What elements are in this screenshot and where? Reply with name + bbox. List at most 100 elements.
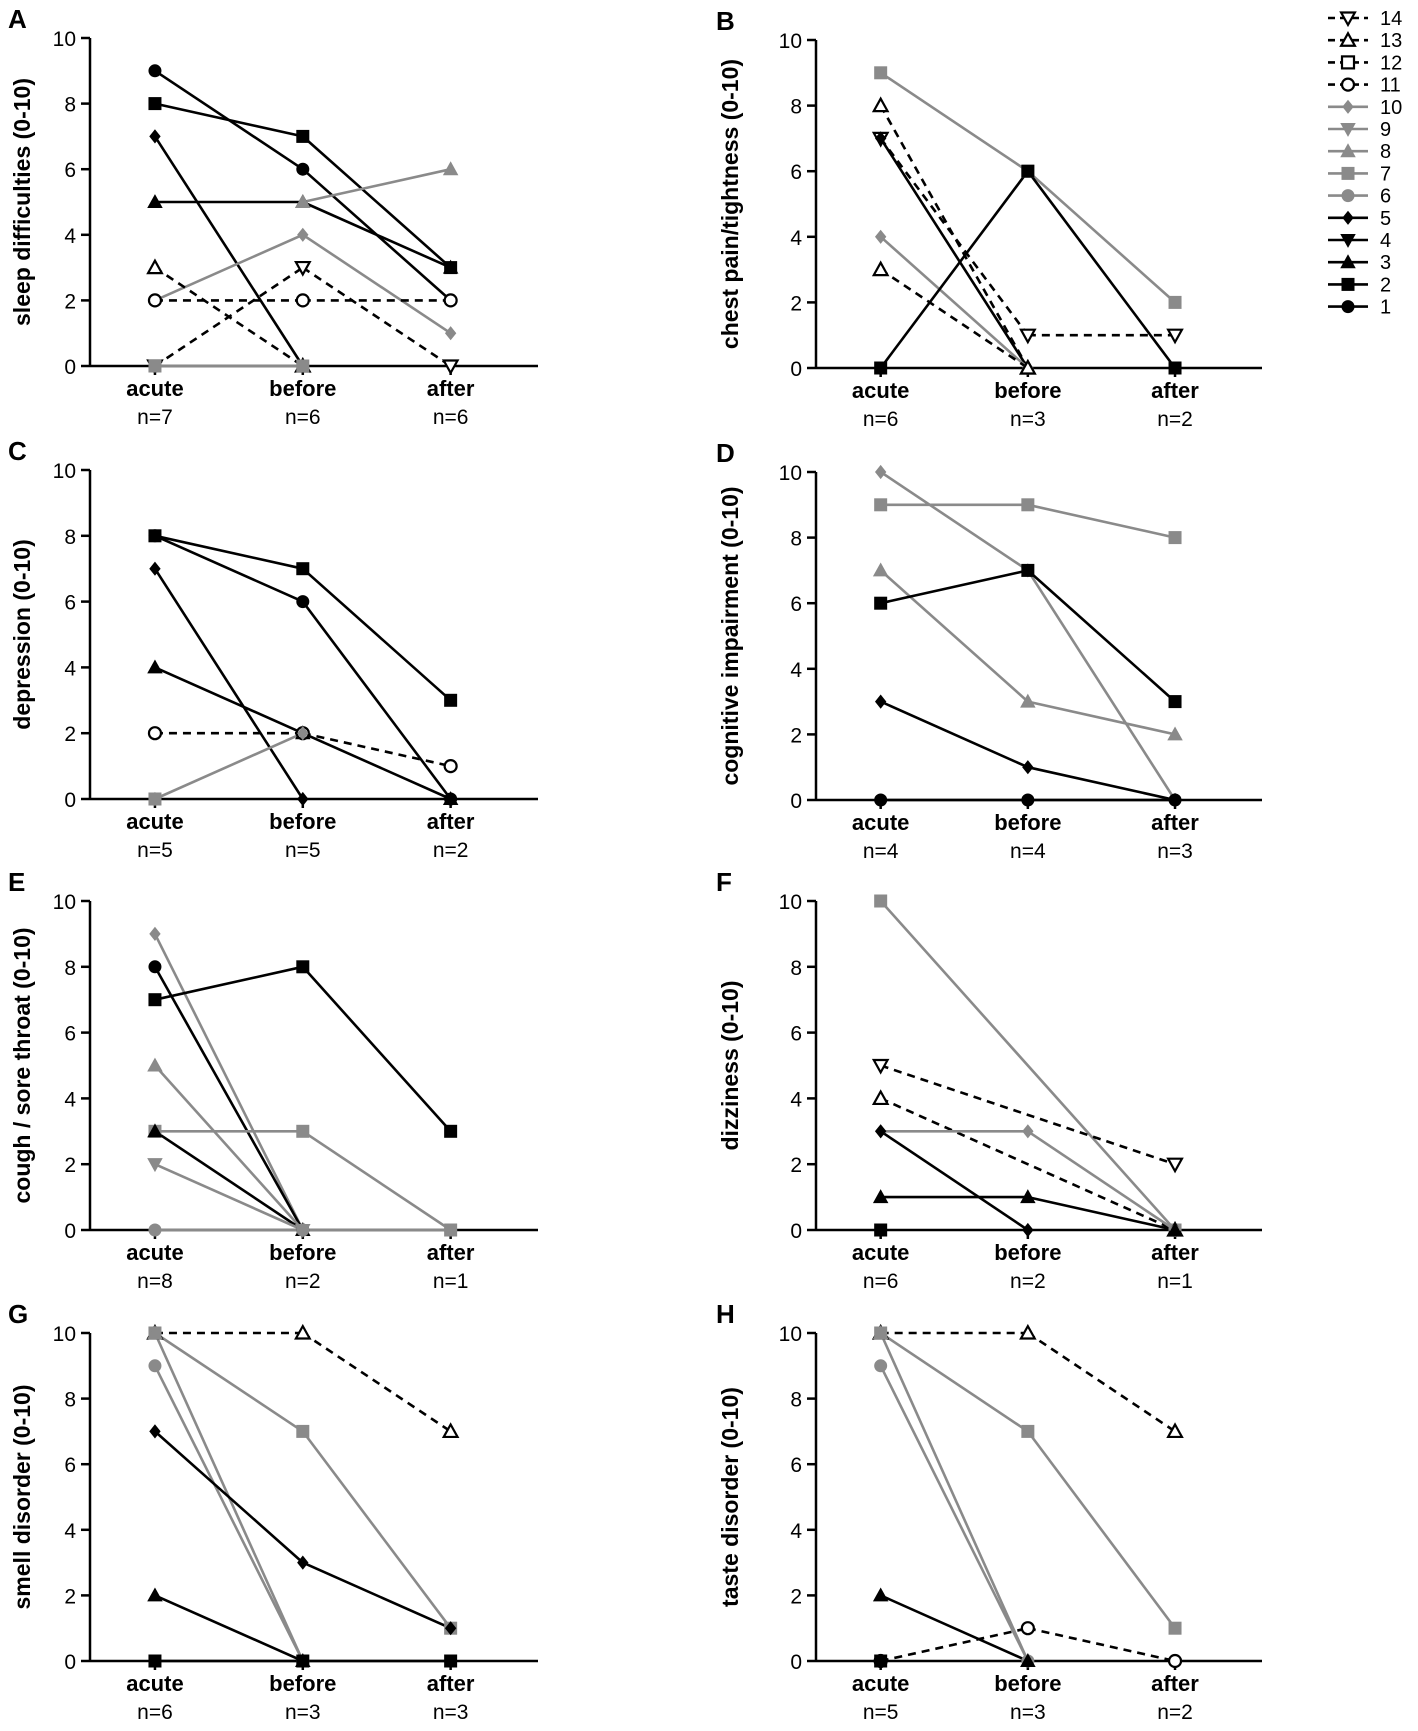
panel-e: E 0 2 4 6 8 10 cough / sore throat (0-10) acute n… (8, 867, 538, 1293)
legend-label: 12 (1380, 52, 1402, 74)
series-line-2 (154, 102, 304, 138)
y-axis-label: dizziness (0-10) (717, 981, 743, 1151)
data-point-marker (1339, 11, 1357, 28)
y-axis-label: cough / sore throat (0-10) (9, 927, 35, 1203)
n-label: n=6 (285, 406, 321, 429)
n-label: n=6 (137, 1701, 173, 1724)
data-point-marker (149, 561, 161, 576)
panel-letter: D (716, 438, 735, 468)
data-point-marker (1020, 1189, 1036, 1204)
panel-d: D 0 2 4 6 8 10 cognitive impairment (0-10) acute… (716, 438, 1262, 863)
legend-label: 5 (1380, 208, 1391, 230)
n-label: n=6 (863, 1270, 899, 1293)
series-line-10 (1027, 1130, 1176, 1232)
data-point-marker (872, 562, 889, 577)
data-point-marker (871, 1058, 890, 1075)
data-point-marker (148, 64, 162, 78)
data-point-marker (1022, 1222, 1034, 1238)
series-line-7 (879, 900, 1176, 1231)
legend-label: 13 (1380, 30, 1402, 52)
x-tick-label: after (1151, 1240, 1199, 1265)
data-point-marker (148, 1654, 162, 1668)
y-tick-label: 0 (790, 1651, 802, 1674)
series-line-3 (154, 1594, 304, 1663)
legend-label: 8 (1380, 141, 1391, 163)
series-line-2 (154, 965, 304, 1001)
y-tick-label: 0 (790, 1220, 802, 1243)
data-point-marker (1166, 1422, 1184, 1439)
data-point-marker (1019, 358, 1037, 375)
data-point-marker (442, 161, 459, 176)
data-point-marker (1341, 166, 1355, 180)
data-point-marker (443, 293, 458, 308)
data-point-marker (296, 1223, 310, 1237)
legend-entry-6: 6 (1328, 186, 1391, 208)
data-point-marker (1020, 1653, 1036, 1668)
n-label: n=5 (137, 839, 173, 862)
data-point-marker (1339, 31, 1357, 47)
y-tick-label: 2 (790, 292, 802, 315)
panel-letter: H (716, 1299, 735, 1329)
series-line-14 (880, 1064, 1176, 1166)
y-tick-label: 2 (64, 1585, 76, 1608)
data-point-marker (297, 227, 309, 242)
n-label: n=5 (285, 839, 321, 862)
data-point-marker (874, 498, 888, 512)
legend-label: 10 (1380, 97, 1402, 119)
data-point-marker (147, 1587, 163, 1602)
legend-entry-5: 5 (1328, 208, 1391, 230)
data-point-marker (871, 260, 890, 277)
series-line-2 (1026, 170, 1177, 369)
data-point-marker (1340, 233, 1356, 248)
data-point-marker (874, 894, 888, 908)
y-tick-label: 8 (64, 526, 76, 549)
data-point-marker (294, 260, 312, 277)
n-label: n=3 (1157, 840, 1193, 863)
legend-entry-12: 12 (1328, 52, 1402, 74)
x-tick-label: before (994, 1240, 1061, 1265)
y-tick-label: 4 (64, 1088, 76, 1111)
x-tick-label: after (427, 1671, 475, 1696)
series-line-7 (154, 1331, 304, 1433)
x-tick-label: acute (126, 1240, 183, 1265)
series-line-7 (1027, 503, 1176, 539)
series-line-2 (301, 965, 452, 1133)
data-point-marker (874, 66, 888, 80)
data-point-marker (874, 1124, 887, 1139)
panel-g: G 0 2 4 6 8 10 smell disorder (0-10) acute n=6 bef… (8, 1299, 538, 1724)
series-line-3 (154, 666, 304, 735)
series-line-13 (879, 268, 1029, 370)
n-label: n=2 (1010, 1270, 1046, 1293)
data-point-marker (444, 693, 458, 707)
data-point-marker (1168, 531, 1182, 545)
y-tick-label: 4 (64, 657, 76, 680)
y-tick-label: 6 (790, 161, 802, 184)
n-label: n=3 (1010, 408, 1046, 431)
x-tick-label: before (994, 1671, 1061, 1696)
n-label: n=1 (1157, 1270, 1193, 1293)
n-label: n=3 (1010, 1701, 1046, 1724)
y-tick-label: 2 (790, 1154, 802, 1177)
y-tick-label: 6 (790, 593, 802, 616)
legend-entry-11: 11 (1328, 75, 1401, 97)
legend-label: 3 (1380, 252, 1391, 274)
legend-label: 11 (1380, 75, 1401, 97)
y-tick-label: 0 (64, 789, 76, 812)
data-point-marker (1019, 328, 1037, 345)
panel-letter: B (716, 6, 735, 36)
legend-label: 1 (1380, 297, 1391, 319)
y-tick-label: 10 (53, 460, 76, 483)
data-point-marker (149, 926, 161, 942)
data-point-marker (444, 1621, 457, 1636)
series-line-7 (1026, 170, 1176, 304)
x-tick-label: before (269, 809, 336, 834)
data-point-marker (874, 694, 887, 709)
x-tick-label: after (427, 809, 475, 834)
data-point-marker (149, 129, 161, 144)
n-label: n=4 (863, 840, 899, 863)
data-point-marker (874, 1359, 888, 1373)
legend-label: 14 (1380, 8, 1402, 30)
series-line-2 (879, 170, 1029, 369)
